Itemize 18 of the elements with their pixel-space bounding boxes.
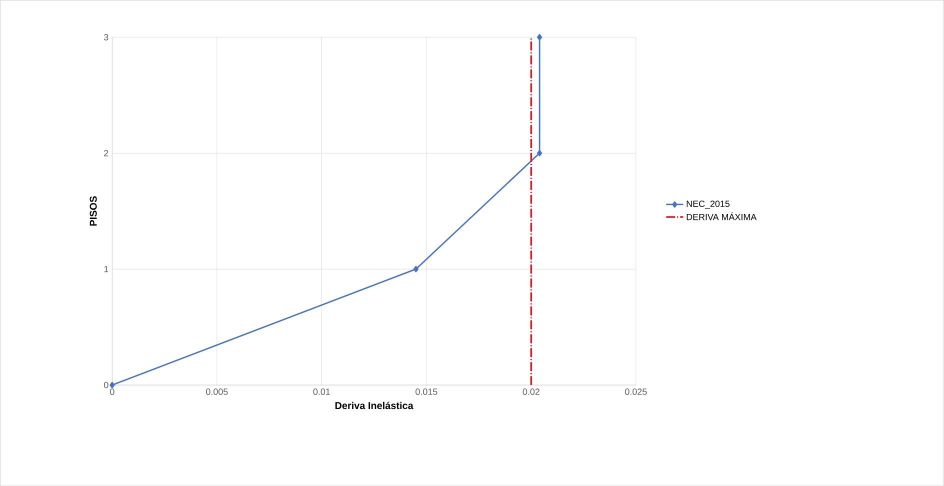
point	[110, 382, 115, 388]
x-tick-label: 0.02	[522, 388, 540, 395]
point	[536, 150, 542, 156]
x-tick-label: 0	[110, 388, 114, 395]
legend-label: DERIVA MÁXIMA	[686, 212, 757, 220]
x-tick-label: 0.01	[313, 388, 330, 395]
legend-label: NEC_2015	[686, 200, 730, 209]
point	[413, 266, 419, 272]
y-tick-label: 2	[104, 150, 108, 156]
y-tick-label: 3	[104, 34, 108, 40]
y-tick-label: 1	[104, 266, 108, 272]
y-tick-label: 0	[104, 382, 108, 388]
x-tick-label: 0.025	[625, 388, 647, 395]
y-axis-title: PISOS	[90, 196, 97, 226]
point	[536, 34, 542, 40]
x-axis-title: Deriva Inelástica	[335, 402, 414, 410]
x-tick-label: 0.005	[206, 388, 228, 395]
x-tick-label: 0.015	[416, 388, 438, 395]
